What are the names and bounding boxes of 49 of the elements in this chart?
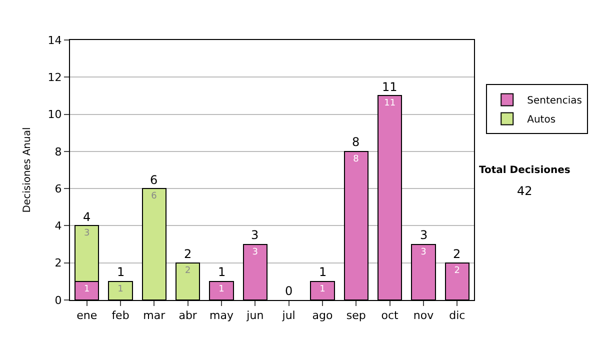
x-tick-label: may	[210, 309, 234, 322]
legend-label: Sentencias	[527, 96, 582, 107]
total-label: 6	[150, 173, 158, 187]
x-tick-label: jul	[281, 309, 296, 322]
total-label: 1	[117, 265, 125, 279]
x-tick-label: oct	[381, 309, 400, 322]
x-tick-label: ene	[76, 309, 98, 322]
x-tick-label: feb	[112, 309, 130, 322]
x-tick-label: ago	[312, 309, 333, 322]
y-axis-title: Decisiones Anual	[22, 127, 33, 213]
data-label: 1	[118, 284, 124, 294]
y-tick-label: 12	[48, 70, 62, 84]
total-label: 2	[453, 247, 461, 261]
data-label: 8	[353, 154, 360, 164]
data-label: 1	[320, 284, 326, 294]
data-label: 3	[252, 247, 258, 258]
y-tick-label: 14	[48, 34, 62, 47]
total-label: 1	[319, 265, 327, 279]
y-tick-label: 0	[54, 294, 62, 307]
legend-label: Autos	[527, 114, 556, 126]
x-tick-label: nov	[413, 309, 434, 322]
y-tick-label: 8	[54, 145, 62, 158]
x-tick-label: abr	[178, 309, 198, 322]
total-label: 8	[352, 135, 360, 149]
data-label: 1	[84, 284, 90, 294]
y-tick-label: 10	[48, 108, 62, 122]
data-label: 3	[420, 247, 426, 258]
y-tick-label: 4	[54, 220, 62, 233]
text: Total Decisiones	[479, 165, 570, 176]
x-tick-label: mar	[143, 309, 166, 322]
x-tick-label: sep	[346, 309, 366, 322]
text: 0	[285, 284, 293, 298]
text: 42	[517, 184, 532, 198]
total-label: 3	[420, 228, 428, 242]
y-tick-label: 2	[54, 256, 62, 270]
total-label: 11	[382, 80, 398, 94]
data-label: 11	[384, 98, 396, 109]
data-label: 2	[454, 266, 460, 276]
total-label: 1	[218, 265, 226, 279]
total-label: 2	[184, 247, 192, 261]
data-label: 1	[218, 284, 224, 294]
x-tick-label: jun	[246, 309, 264, 322]
data-label: 3	[84, 228, 90, 239]
total-label: 3	[251, 228, 259, 242]
data-label: 2	[184, 266, 191, 276]
x-tick-label: dic	[449, 309, 466, 322]
y-tick-label: 6	[54, 182, 62, 196]
total-label: 4	[83, 210, 91, 224]
data-label: 6	[151, 192, 158, 202]
